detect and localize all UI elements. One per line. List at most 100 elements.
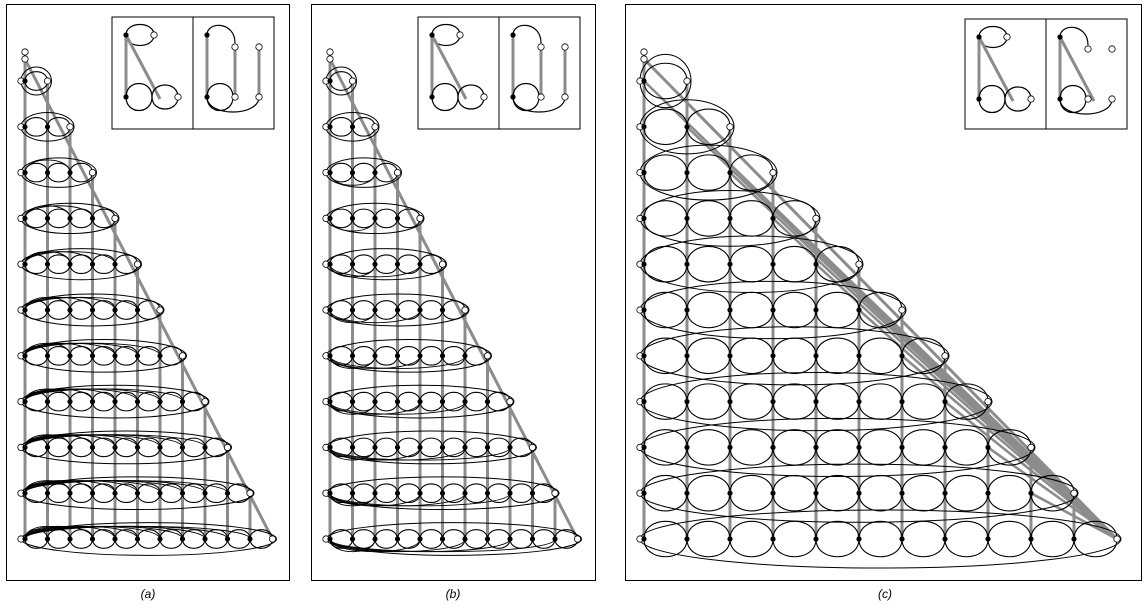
row-node (349, 307, 356, 313)
row-node (416, 214, 424, 222)
row-node (856, 536, 862, 542)
row-loop (686, 108, 731, 146)
row-loop (686, 337, 731, 375)
row-node (641, 78, 647, 84)
graph-row (636, 53, 692, 109)
row-loop (419, 300, 444, 320)
row-loop (24, 116, 49, 137)
row-node (726, 123, 734, 131)
row-node (899, 490, 905, 496)
row-node (813, 490, 819, 496)
row-node (327, 536, 333, 542)
row-node (439, 307, 446, 313)
inset-arc (1059, 26, 1089, 46)
inset-node (231, 43, 239, 51)
row-arc (329, 538, 556, 553)
row-node (727, 490, 733, 496)
row-loop (815, 429, 860, 466)
row-node (770, 398, 776, 405)
row-arc (329, 309, 376, 323)
row-loop (396, 437, 421, 458)
row-loop (91, 437, 116, 458)
row-node (942, 490, 948, 496)
graph-row (17, 476, 255, 511)
row-node (134, 536, 141, 542)
inset-node (204, 32, 210, 38)
row-node (394, 490, 401, 496)
row-loop (987, 520, 1032, 558)
row-node (684, 124, 690, 130)
row-loop (858, 520, 903, 558)
row-node (984, 397, 992, 406)
row-node (349, 261, 356, 267)
row-node (327, 261, 333, 267)
row-node (202, 536, 208, 542)
graph-row (17, 522, 277, 556)
row-node (268, 535, 277, 543)
row-arc (329, 538, 376, 552)
row-loop (114, 529, 139, 549)
row-loop (772, 245, 817, 283)
row-loop (509, 483, 534, 504)
inset-legend (111, 16, 275, 130)
row-node (813, 536, 819, 542)
row-node (684, 170, 690, 176)
row-node (112, 490, 118, 496)
row-node (327, 78, 333, 84)
row-loop (441, 529, 466, 549)
row-node (89, 261, 96, 267)
row-node (112, 307, 118, 313)
row-node (439, 398, 446, 405)
inset-node (123, 32, 129, 38)
row-node (67, 444, 73, 450)
row-loop (729, 337, 774, 375)
inset-node (174, 93, 182, 101)
row-arc (24, 434, 206, 448)
row-node (202, 490, 208, 496)
row-node (394, 353, 401, 359)
apex-node (326, 55, 334, 63)
row-loop (686, 383, 731, 420)
inset-node (510, 94, 516, 100)
row-node (372, 444, 378, 450)
row-node (179, 444, 186, 450)
row-node (134, 444, 141, 450)
row-loop (374, 483, 399, 504)
row-node (372, 170, 378, 176)
row-node (157, 353, 163, 359)
row-node (67, 307, 73, 313)
graph-row (322, 476, 560, 511)
row-node (349, 536, 356, 542)
row-loop (858, 383, 903, 420)
row-arc (24, 480, 228, 494)
row-loop (374, 437, 399, 458)
row-node (22, 398, 28, 405)
row-node (1028, 490, 1034, 496)
row-loop (91, 391, 116, 412)
row-loop (374, 345, 399, 366)
row-node (417, 261, 423, 267)
row-node (641, 536, 647, 542)
row-node (641, 444, 647, 450)
row-loop (901, 474, 946, 512)
row-node (483, 352, 492, 360)
row-node (684, 215, 690, 221)
graph-row (322, 430, 537, 465)
row-node (223, 443, 232, 451)
graph-row (17, 293, 165, 327)
row-node (134, 307, 141, 313)
inset-node (123, 94, 129, 100)
row-node (43, 77, 52, 85)
row-loop (464, 529, 489, 549)
row-node (641, 490, 647, 496)
caption-a: (a) (140, 587, 156, 601)
row-loop (441, 391, 466, 412)
row-node (179, 490, 186, 496)
row-loop (901, 383, 946, 420)
graph-row (636, 372, 993, 432)
row-node (855, 260, 863, 268)
row-node (641, 124, 647, 130)
row-node (372, 398, 378, 405)
row-arc (329, 538, 421, 553)
row-loop (374, 300, 399, 320)
